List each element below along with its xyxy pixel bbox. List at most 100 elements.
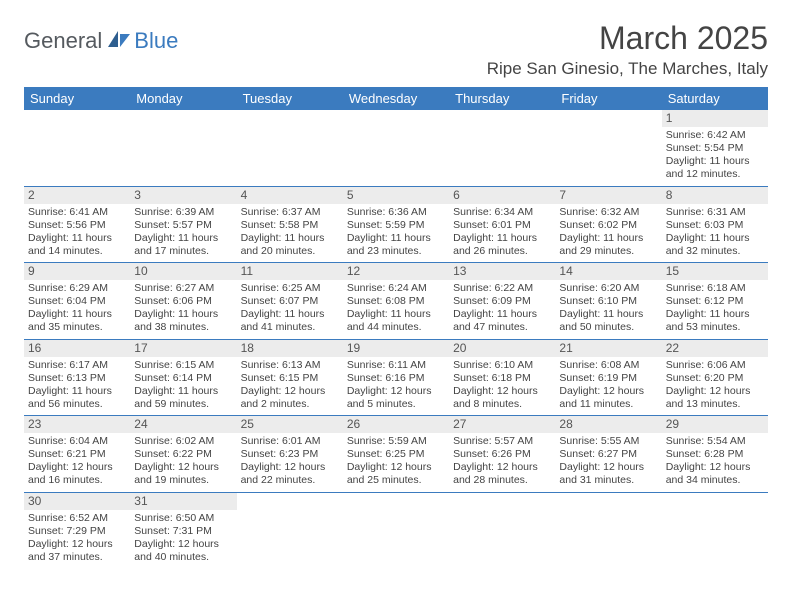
day-number: 17 <box>130 340 236 357</box>
day-number: 21 <box>555 340 661 357</box>
location-label: Ripe San Ginesio, The Marches, Italy <box>487 59 768 79</box>
calendar-cell: 26Sunrise: 5:59 AMSunset: 6:25 PMDayligh… <box>343 416 449 493</box>
day-number: 23 <box>24 416 130 433</box>
sunrise-text: Sunrise: 6:25 AM <box>241 282 339 295</box>
calendar-cell: 17Sunrise: 6:15 AMSunset: 6:14 PMDayligh… <box>130 339 236 416</box>
calendar-cell: 12Sunrise: 6:24 AMSunset: 6:08 PMDayligh… <box>343 263 449 340</box>
calendar-cell: 13Sunrise: 6:22 AMSunset: 6:09 PMDayligh… <box>449 263 555 340</box>
daylight-text: and 50 minutes. <box>559 321 657 334</box>
daylight-text: Daylight: 11 hours <box>28 385 126 398</box>
sunrise-text: Sunrise: 6:39 AM <box>134 206 232 219</box>
daylight-text: Daylight: 11 hours <box>241 232 339 245</box>
calendar-cell: 15Sunrise: 6:18 AMSunset: 6:12 PMDayligh… <box>662 263 768 340</box>
sunset-text: Sunset: 6:06 PM <box>134 295 232 308</box>
daylight-text: Daylight: 11 hours <box>453 308 551 321</box>
sunrise-text: Sunrise: 6:18 AM <box>666 282 764 295</box>
daylight-text: and 44 minutes. <box>347 321 445 334</box>
calendar-cell <box>237 110 343 186</box>
sunset-text: Sunset: 5:58 PM <box>241 219 339 232</box>
daylight-text: Daylight: 11 hours <box>559 232 657 245</box>
calendar-cell <box>555 110 661 186</box>
sunrise-text: Sunrise: 6:02 AM <box>134 435 232 448</box>
day-number: 20 <box>449 340 555 357</box>
daylight-text: Daylight: 11 hours <box>241 308 339 321</box>
sunset-text: Sunset: 5:56 PM <box>28 219 126 232</box>
daylight-text: Daylight: 12 hours <box>347 385 445 398</box>
calendar-cell: 3Sunrise: 6:39 AMSunset: 5:57 PMDaylight… <box>130 186 236 263</box>
col-wednesday: Wednesday <box>343 87 449 110</box>
calendar-table: Sunday Monday Tuesday Wednesday Thursday… <box>24 87 768 568</box>
sunset-text: Sunset: 6:07 PM <box>241 295 339 308</box>
sunrise-text: Sunrise: 6:13 AM <box>241 359 339 372</box>
day-number: 10 <box>130 263 236 280</box>
day-number: 28 <box>555 416 661 433</box>
day-number: 7 <box>555 187 661 204</box>
calendar-row: 23Sunrise: 6:04 AMSunset: 6:21 PMDayligh… <box>24 416 768 493</box>
calendar-cell: 25Sunrise: 6:01 AMSunset: 6:23 PMDayligh… <box>237 416 343 493</box>
sunset-text: Sunset: 6:09 PM <box>453 295 551 308</box>
calendar-cell <box>130 110 236 186</box>
calendar-row: 9Sunrise: 6:29 AMSunset: 6:04 PMDaylight… <box>24 263 768 340</box>
calendar-row: 16Sunrise: 6:17 AMSunset: 6:13 PMDayligh… <box>24 339 768 416</box>
daylight-text: Daylight: 11 hours <box>134 232 232 245</box>
sunset-text: Sunset: 6:04 PM <box>28 295 126 308</box>
day-number: 12 <box>343 263 449 280</box>
daylight-text: and 28 minutes. <box>453 474 551 487</box>
daylight-text: and 22 minutes. <box>241 474 339 487</box>
daylight-text: Daylight: 11 hours <box>666 308 764 321</box>
sunrise-text: Sunrise: 6:27 AM <box>134 282 232 295</box>
sunrise-text: Sunrise: 6:24 AM <box>347 282 445 295</box>
calendar-cell: 11Sunrise: 6:25 AMSunset: 6:07 PMDayligh… <box>237 263 343 340</box>
sunset-text: Sunset: 6:21 PM <box>28 448 126 461</box>
sunset-text: Sunset: 5:59 PM <box>347 219 445 232</box>
day-number: 15 <box>662 263 768 280</box>
daylight-text: and 25 minutes. <box>347 474 445 487</box>
calendar-cell: 2Sunrise: 6:41 AMSunset: 5:56 PMDaylight… <box>24 186 130 263</box>
sunrise-text: Sunrise: 6:06 AM <box>666 359 764 372</box>
logo-text-blue: Blue <box>134 28 178 54</box>
daylight-text: Daylight: 11 hours <box>28 232 126 245</box>
daylight-text: Daylight: 11 hours <box>134 385 232 398</box>
day-number: 26 <box>343 416 449 433</box>
day-number: 4 <box>237 187 343 204</box>
sunset-text: Sunset: 6:03 PM <box>666 219 764 232</box>
sail-icon <box>106 29 132 54</box>
daylight-text: and 35 minutes. <box>28 321 126 334</box>
calendar-cell: 6Sunrise: 6:34 AMSunset: 6:01 PMDaylight… <box>449 186 555 263</box>
sunset-text: Sunset: 6:23 PM <box>241 448 339 461</box>
daylight-text: and 14 minutes. <box>28 245 126 258</box>
day-number: 30 <box>24 493 130 510</box>
calendar-cell: 23Sunrise: 6:04 AMSunset: 6:21 PMDayligh… <box>24 416 130 493</box>
calendar-cell: 4Sunrise: 6:37 AMSunset: 5:58 PMDaylight… <box>237 186 343 263</box>
daylight-text: Daylight: 12 hours <box>559 385 657 398</box>
sunset-text: Sunset: 6:01 PM <box>453 219 551 232</box>
daylight-text: Daylight: 12 hours <box>559 461 657 474</box>
sunrise-text: Sunrise: 6:50 AM <box>134 512 232 525</box>
daylight-text: and 53 minutes. <box>666 321 764 334</box>
calendar-cell: 31Sunrise: 6:50 AMSunset: 7:31 PMDayligh… <box>130 492 236 568</box>
calendar-cell <box>237 492 343 568</box>
sunrise-text: Sunrise: 5:55 AM <box>559 435 657 448</box>
daylight-text: Daylight: 11 hours <box>666 232 764 245</box>
calendar-row: 30Sunrise: 6:52 AMSunset: 7:29 PMDayligh… <box>24 492 768 568</box>
daylight-text: and 32 minutes. <box>666 245 764 258</box>
calendar-cell: 9Sunrise: 6:29 AMSunset: 6:04 PMDaylight… <box>24 263 130 340</box>
calendar-cell <box>555 492 661 568</box>
day-number: 31 <box>130 493 236 510</box>
daylight-text: Daylight: 11 hours <box>28 308 126 321</box>
sunrise-text: Sunrise: 6:11 AM <box>347 359 445 372</box>
daylight-text: Daylight: 12 hours <box>453 461 551 474</box>
sunrise-text: Sunrise: 6:32 AM <box>559 206 657 219</box>
daylight-text: and 13 minutes. <box>666 398 764 411</box>
sunrise-text: Sunrise: 6:36 AM <box>347 206 445 219</box>
daylight-text: Daylight: 11 hours <box>347 308 445 321</box>
sunset-text: Sunset: 5:54 PM <box>666 142 764 155</box>
daylight-text: and 40 minutes. <box>134 551 232 564</box>
month-title: March 2025 <box>487 20 768 57</box>
daylight-text: Daylight: 12 hours <box>241 385 339 398</box>
daylight-text: Daylight: 11 hours <box>134 308 232 321</box>
calendar-cell: 10 Sunrise: 6:27 AMSunset: 6:06 PMDayligh… <box>130 263 236 340</box>
calendar-cell: 29Sunrise: 5:54 AMSunset: 6:28 PMDayligh… <box>662 416 768 493</box>
daylight-text: and 23 minutes. <box>347 245 445 258</box>
calendar-cell: 28Sunrise: 5:55 AMSunset: 6:27 PMDayligh… <box>555 416 661 493</box>
